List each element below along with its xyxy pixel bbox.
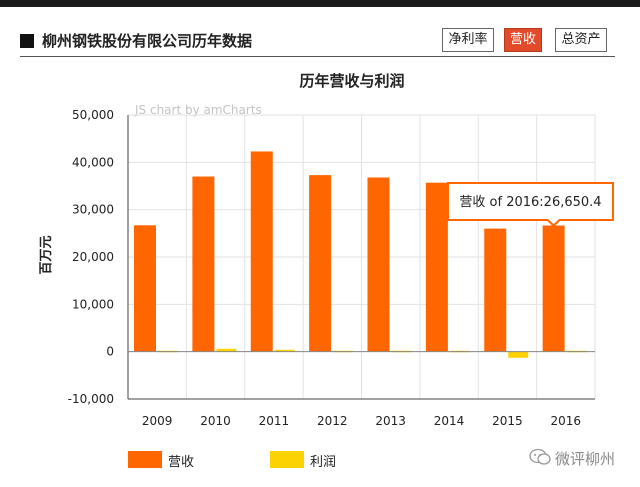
bar-revenue-2014	[425, 182, 448, 352]
wechat-icon	[529, 448, 551, 465]
title-square-icon	[20, 34, 34, 48]
x-tick-label: 2011	[259, 414, 290, 428]
tab-revenue[interactable]: 营收	[504, 28, 542, 52]
tooltip-text: 营收 of 2016:26,650.4	[459, 195, 601, 210]
x-tick-label: 2010	[200, 414, 231, 428]
bar-profit-2010	[216, 348, 237, 352]
bar-revenue-2009	[134, 225, 156, 352]
tooltip-box	[447, 182, 614, 227]
page-header: 柳州钢铁股份有限公司历年数据 净利率 营收 总资产	[0, 28, 620, 58]
watermark-text: 微评柳州	[555, 450, 616, 468]
axes: 50,000 40,000 30,000 20,000 10,000 0 -10,000 20…	[68, 108, 595, 428]
bars	[134, 151, 587, 358]
chart-credit[interactable]: JS chart by amCharts	[134, 103, 262, 117]
bar-revenue-2016	[542, 225, 565, 352]
y-tick-label: 40,000	[72, 155, 114, 169]
x-tick-label: 2014	[434, 414, 465, 428]
tab-total-assets[interactable]: 总资产	[555, 28, 607, 52]
bar-revenue-2012	[309, 175, 332, 352]
x-tick-label: 2012	[317, 414, 348, 428]
y-tick-label: 20,000	[72, 250, 114, 264]
bar-revenue-2015	[484, 228, 507, 352]
legend-swatch-profit	[270, 451, 304, 468]
bar-revenue-2010	[192, 176, 215, 352]
legend-label-revenue: 营收	[168, 455, 195, 470]
bar-profit-2015	[508, 351, 529, 358]
bar-revenue-2013	[367, 177, 390, 352]
header-divider	[20, 56, 615, 57]
y-axis-label: 百万元	[39, 235, 54, 274]
top-bar	[0, 0, 640, 7]
x-tick-label: 2016	[551, 414, 582, 428]
tab-net-margin[interactable]: 净利率	[442, 28, 494, 52]
x-tick-label: 2009	[142, 414, 173, 428]
y-tick-label: 30,000	[72, 203, 114, 217]
bar-profit-2011	[274, 349, 295, 352]
legend-label-profit: 利润	[310, 455, 337, 470]
y-tick-label: 50,000	[72, 108, 114, 122]
x-tick-label: 2013	[375, 414, 406, 428]
x-tick-label: 2015	[492, 414, 523, 428]
chart-title: 历年营收与利润	[299, 72, 404, 90]
y-tick-label: -10,000	[68, 392, 114, 406]
bar-revenue-2011	[250, 151, 273, 352]
legend-swatch-revenue	[128, 451, 162, 468]
tooltip: 营收 of 2016:26,650.4	[447, 182, 614, 227]
y-tick-label: 10,000	[72, 297, 114, 311]
page-title: 柳州钢铁股份有限公司历年数据	[42, 32, 253, 50]
y-tick-label: 0	[106, 345, 114, 359]
